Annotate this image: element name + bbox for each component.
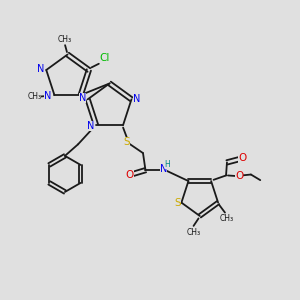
- Text: CH₃: CH₃: [219, 214, 234, 223]
- Text: O: O: [238, 153, 247, 163]
- Text: S: S: [174, 198, 181, 208]
- Text: N: N: [79, 93, 86, 103]
- Text: N: N: [87, 121, 95, 131]
- Text: CH₃: CH₃: [58, 35, 72, 44]
- Text: N: N: [133, 94, 140, 104]
- Text: O: O: [235, 171, 243, 181]
- Text: N: N: [44, 91, 52, 100]
- Text: N: N: [160, 164, 167, 174]
- Text: Cl: Cl: [100, 53, 110, 63]
- Text: CH₃: CH₃: [187, 228, 201, 237]
- Text: O: O: [126, 169, 134, 179]
- Text: S: S: [124, 137, 130, 147]
- Text: N: N: [37, 64, 44, 74]
- Text: H: H: [165, 160, 170, 169]
- Text: CH₃: CH₃: [27, 92, 41, 101]
